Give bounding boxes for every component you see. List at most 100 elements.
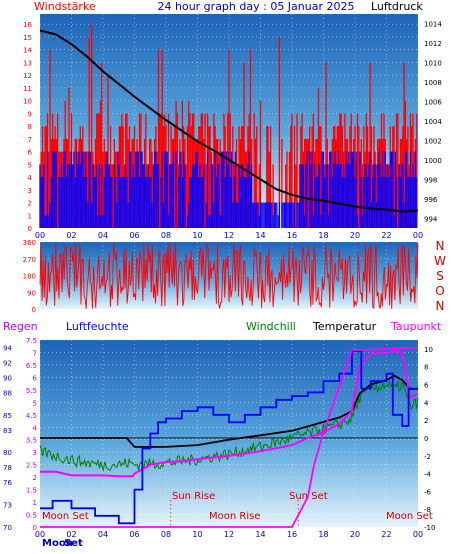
astro-sun-set: Sun Set	[289, 491, 328, 502]
panel1-title: 24 hour graph day : 05 Januar 2025	[158, 0, 355, 13]
astro-moon-set-2: Moon Set	[386, 511, 433, 522]
pressure-line	[39, 29, 419, 213]
p3-rain-tick: 5.5	[26, 387, 37, 395]
p1-right-tick: 1014	[424, 21, 442, 29]
p3-rain-tick: 7	[33, 349, 37, 357]
p2-left-tick: 360	[23, 239, 36, 247]
p2-direction-label: W	[434, 254, 446, 268]
p3-x-tick: 22	[381, 530, 391, 539]
p3-rain-tick: 3.5	[26, 437, 37, 445]
p1-x-tick: 18	[318, 231, 328, 240]
p1-right-tick: 998	[424, 176, 437, 184]
p3-rain-tick: 0.5	[26, 512, 37, 520]
p1-left-tick: 10	[23, 98, 32, 106]
p3-humidity-tick: 70	[3, 524, 12, 532]
p3-humidity-tick: 90	[3, 374, 12, 382]
p2-left-tick: 0	[32, 306, 36, 314]
temperature-line	[40, 374, 418, 448]
humidity-line	[40, 350, 418, 525]
wind-direction-line	[39, 242, 419, 309]
p3-x-tick: 12	[224, 530, 234, 539]
p3-humidity-tick: 88	[3, 389, 12, 397]
p1-x-tick: 20	[350, 231, 360, 240]
p1-left-tick: 1	[28, 212, 32, 220]
p3-rain-tick: 7.5	[26, 337, 37, 345]
panel1-left-axis-title: Windstärke	[34, 0, 96, 13]
label-temperatur: Temperatur	[312, 320, 377, 333]
p3-humidity-tick: 80	[3, 449, 12, 457]
label-luftfeuchte: Luftfeuchte	[66, 320, 129, 333]
p3-rain-tick: 6.5	[26, 362, 37, 370]
p1-left-tick: 3	[28, 187, 32, 195]
p3-x-tick: 06	[129, 530, 139, 539]
p3-rain-tick: 4.5	[26, 412, 37, 420]
p1-left-tick: 7	[28, 136, 32, 144]
p1-left-tick: 0	[28, 225, 32, 233]
p1-left-tick: 16	[23, 21, 32, 29]
p1-left-tick: 6	[28, 149, 33, 157]
p1-x-tick: 12	[224, 231, 234, 240]
windchill-line	[39, 379, 419, 472]
p3-humidity-tick: 92	[3, 359, 12, 367]
p1-left-tick: 9	[28, 110, 32, 118]
p2-left-tick: 270	[23, 256, 36, 264]
p1-x-tick: 16	[287, 231, 297, 240]
p3-temp-tick: -6	[424, 488, 432, 496]
p3-rain-tick: 4	[33, 424, 38, 432]
p1-right-tick: 1006	[424, 99, 442, 107]
dewpoint-line	[40, 349, 419, 478]
p3-rain-tick: 5	[33, 399, 37, 407]
p2-direction-label: S	[436, 269, 444, 283]
p3-humidity-tick: 73	[3, 502, 12, 510]
p3-temp-tick: 6	[424, 382, 429, 390]
p2-left-tick: 90	[27, 289, 36, 297]
p1-right-tick: 996	[424, 196, 438, 204]
astro-moon-rise: Moon Rise	[209, 511, 260, 522]
bottom-set-label: Set	[64, 538, 83, 549]
p3-temp-tick: -2	[424, 453, 431, 461]
p3-temp-tick: -10	[424, 524, 435, 532]
p1-x-tick: 02	[66, 231, 76, 240]
p3-x-tick: 00	[413, 530, 423, 539]
p1-x-tick: 08	[161, 231, 171, 240]
p1-right-tick: 1004	[424, 118, 442, 126]
p1-x-tick: 06	[129, 231, 139, 240]
p1-left-tick: 15	[23, 34, 32, 42]
astro-moon-set-1: Moon Set	[42, 511, 89, 522]
p1-left-tick: 14	[23, 47, 32, 55]
p1-left-tick: 8	[28, 123, 32, 131]
p1-left-tick: 12	[23, 72, 32, 80]
p1-left-tick: 4	[28, 174, 33, 182]
p3-x-tick: 00	[35, 530, 45, 539]
label-taupunkt: Taupunkt	[390, 320, 442, 333]
p3-temp-tick: 0	[424, 435, 428, 443]
p1-x-tick: 22	[381, 231, 391, 240]
p1-right-tick: 1008	[424, 79, 442, 87]
bottom-moon-label: Moon	[42, 538, 73, 549]
p1-right-tick: 1010	[424, 60, 442, 68]
p3-temp-tick: -8	[424, 506, 431, 514]
p1-left-tick: 2	[28, 200, 32, 208]
p1-x-tick: 14	[255, 231, 265, 240]
p3-x-tick: 04	[98, 530, 108, 539]
label-regen: Regen	[3, 320, 38, 333]
p1-x-tick: 00	[413, 231, 423, 240]
p3-x-tick: 20	[350, 530, 360, 539]
p3-humidity-tick: 76	[3, 479, 12, 487]
p3-humidity-tick: 94	[3, 344, 12, 352]
p3-rain-tick: 3	[33, 449, 37, 457]
p3-rain-tick: 0	[33, 524, 37, 532]
panel1-right-axis-title: Luftdruck	[371, 0, 423, 13]
astro-sun-rise: Sun Rise	[172, 491, 215, 502]
p3-x-tick: 16	[287, 530, 297, 539]
p3-temp-tick: 4	[424, 399, 429, 407]
p1-x-tick: 04	[98, 231, 108, 240]
p2-direction-label: N	[436, 299, 445, 313]
p2-direction-label: O	[435, 284, 444, 298]
rain-total-line	[40, 346, 419, 528]
p3-humidity-tick: 83	[3, 427, 12, 435]
p3-x-tick: 10	[192, 530, 202, 539]
p3-temp-tick: 2	[424, 417, 428, 425]
p3-x-tick: 14	[255, 530, 265, 539]
